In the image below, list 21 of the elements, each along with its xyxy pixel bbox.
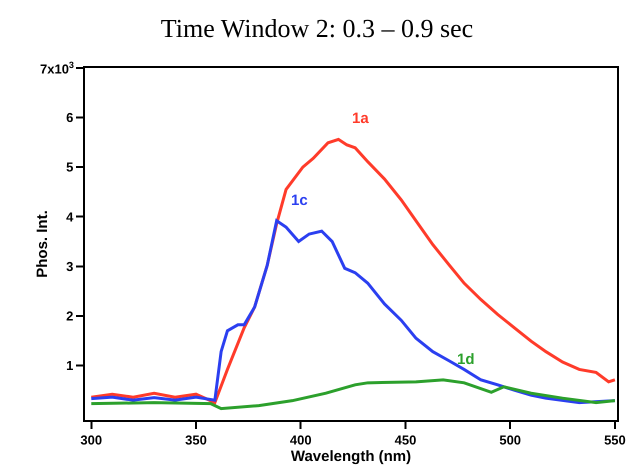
x-tick-label: 550 [604, 432, 626, 448]
y-tick-label: 4 [66, 209, 74, 224]
x-tick-label: 300 [80, 432, 102, 448]
y-tick-label: 2 [66, 308, 74, 324]
chart-title: Time Window 2: 0.3 – 0.9 sec [160, 14, 474, 43]
x-tick-label: 450 [394, 432, 416, 448]
series-label: 1a [352, 110, 370, 127]
series-label: 1d [457, 351, 475, 368]
y-axis-title: Phos. Int. [34, 210, 51, 278]
series-label: 1c [291, 192, 308, 209]
y-tick-label: 6 [66, 110, 74, 126]
line-series [90, 378, 616, 410]
y-tick-label: 1 [66, 358, 74, 374]
x-tick-label: 500 [499, 432, 522, 448]
x-tick-label: 400 [290, 432, 312, 448]
x-tick-label: 350 [185, 432, 207, 448]
y-tick-label: 5 [66, 160, 74, 175]
x-axis-title: Wavelength (nm) [290, 448, 412, 466]
line-series [90, 219, 616, 404]
y-tick-label: 3 [66, 258, 74, 274]
text: 7x10$^{3}$ [40, 60, 74, 76]
